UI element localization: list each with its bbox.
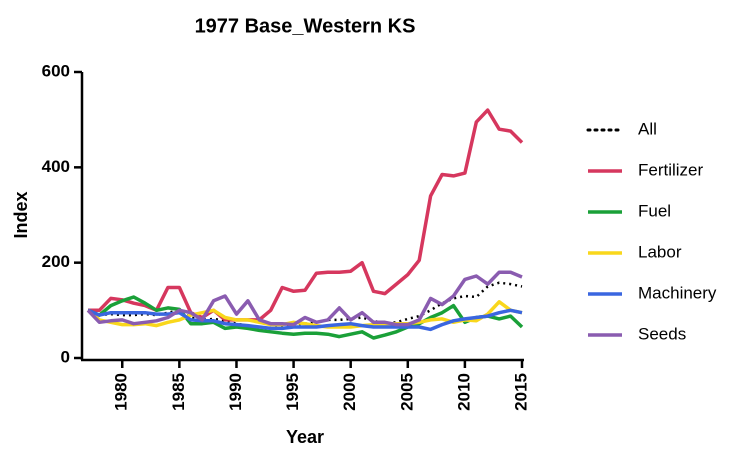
x-tick-label: 1985: [169, 373, 188, 411]
y-tick-label: 0: [61, 347, 70, 366]
y-tick-label: 600: [42, 61, 70, 80]
legend-label: All: [638, 119, 657, 138]
x-tick-label: 2000: [340, 373, 359, 411]
y-tick-label: 200: [42, 252, 70, 271]
y-axis-label: Index: [11, 191, 31, 238]
legend-label: Labor: [638, 242, 682, 261]
legend-label: Fuel: [638, 201, 671, 220]
x-axis-label: Year: [286, 427, 324, 447]
x-tick-label: 2005: [397, 373, 416, 411]
series-line: [86, 270, 523, 327]
x-tick-label: 2015: [511, 373, 530, 411]
x-tick-label: 1990: [226, 373, 245, 411]
x-tick-label: 2010: [454, 373, 473, 411]
series-line: [88, 108, 524, 322]
y-tick-label: 400: [42, 157, 70, 176]
legend-label: Fertilizer: [638, 160, 704, 179]
series-line: [87, 308, 523, 332]
x-tick-label: 1980: [112, 373, 131, 411]
legend-label: Seeds: [638, 324, 686, 343]
chart-title: 1977 Base_Western KS: [195, 15, 416, 37]
x-tick-label: 1995: [283, 373, 302, 411]
legend-label: Machinery: [638, 283, 717, 302]
series-line: [87, 295, 524, 340]
